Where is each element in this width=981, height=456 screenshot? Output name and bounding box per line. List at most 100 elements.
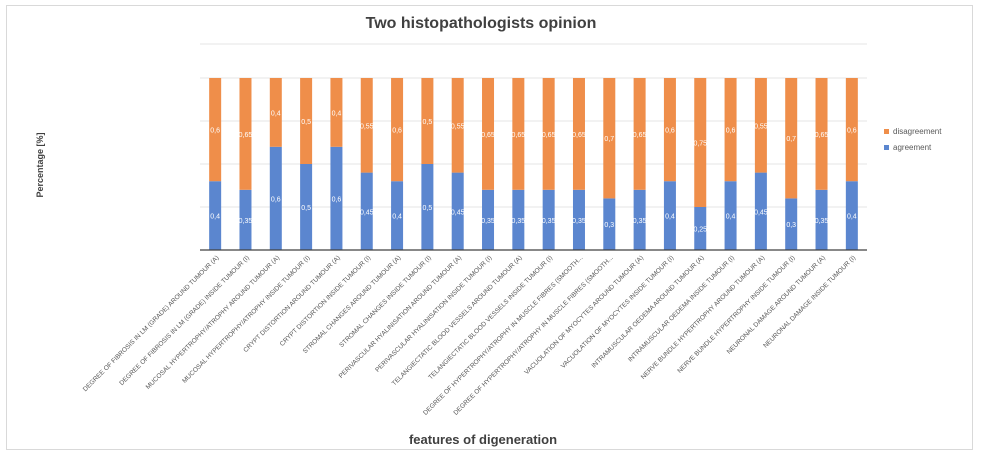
- bar-disagreement: [694, 78, 707, 207]
- bar-disagreement: [391, 78, 404, 182]
- bars: 0,4 0,6 0,35 0,65 0,6 0,4 0,5 0,5 0,6 0,4 0,45 0,55…: [209, 78, 858, 250]
- data-label-disagreement: 0,55: [451, 123, 465, 130]
- bar-agreement: [663, 181, 676, 250]
- bar-agreement: [330, 146, 343, 250]
- data-label-agreement: 0,4: [392, 214, 402, 221]
- bar-disagreement: [572, 78, 585, 190]
- data-label-disagreement: 0,75: [693, 141, 707, 148]
- chart-title: Two histopathologists opinion: [366, 15, 597, 32]
- bar-agreement: [542, 189, 555, 250]
- bar-agreement: [603, 198, 616, 250]
- data-label-disagreement: 0,55: [754, 123, 768, 130]
- bar-agreement: [451, 172, 464, 250]
- bar-agreement: [482, 189, 495, 250]
- bar-disagreement: [300, 78, 313, 164]
- data-label-agreement: 0,4: [847, 214, 857, 221]
- x-tick-label: INTRAMUSCULAR OEDEMA AROUND TUMOUR (A): [590, 254, 705, 369]
- data-label-agreement: 0,35: [239, 218, 253, 225]
- data-label-disagreement: 0,6: [847, 128, 857, 135]
- data-label-disagreement: 0,6: [392, 128, 402, 135]
- data-label-disagreement: 0,55: [360, 123, 374, 130]
- data-label-agreement: 0,3: [786, 222, 796, 229]
- legend: disagreement agreement: [884, 127, 942, 152]
- data-label-disagreement: 0,5: [423, 119, 433, 126]
- bar-agreement: [815, 189, 828, 250]
- bar-agreement: [633, 189, 646, 250]
- data-label-agreement: 0,35: [572, 218, 586, 225]
- bar-disagreement: [209, 78, 222, 182]
- bar-disagreement: [633, 78, 646, 190]
- x-tick-labels: DEGREE OF FIBROSIS IN LM (GRADE) AROUND …: [82, 254, 857, 416]
- data-label-agreement: 0,35: [512, 218, 526, 225]
- data-label-agreement: 0,45: [451, 209, 465, 216]
- data-label-agreement: 0,3: [604, 222, 614, 229]
- bar-agreement: [421, 164, 434, 250]
- data-label-agreement: 0,45: [360, 209, 374, 216]
- data-label-disagreement: 0,6: [726, 128, 736, 135]
- x-tick-label: MUCOSAL HYPERTROPHY/ATROPHY AROUND TUMOU…: [145, 254, 281, 390]
- data-label-disagreement: 0,65: [481, 132, 495, 139]
- bar-disagreement: [421, 78, 434, 164]
- data-label-disagreement: 0,4: [271, 110, 281, 117]
- bar-agreement: [391, 181, 404, 250]
- data-label-disagreement: 0,65: [512, 132, 526, 139]
- x-tick-label: DEGREE OF FIBROSIS IN LM (GRADE) INSIDE …: [118, 254, 251, 387]
- legend-swatch-agreement: [884, 145, 889, 150]
- y-axis-title: Percentage [%]: [35, 132, 45, 197]
- bar-disagreement: [724, 78, 737, 182]
- bar-agreement: [724, 181, 737, 250]
- data-label-disagreement: 0,65: [572, 132, 586, 139]
- bar-disagreement: [542, 78, 555, 190]
- data-label-agreement: 0,35: [633, 218, 647, 225]
- bar-agreement: [360, 172, 373, 250]
- data-label-disagreement: 0,5: [301, 119, 311, 126]
- data-label-agreement: 0,35: [542, 218, 556, 225]
- bar-agreement: [239, 189, 252, 250]
- bar-agreement: [269, 146, 282, 250]
- bar-agreement: [512, 189, 525, 250]
- data-label-agreement: 0,25: [693, 227, 707, 234]
- bar-disagreement: [330, 78, 343, 147]
- x-tick-label: DEGREE OF FIBROSIS IN LM (GRADE) AROUND …: [82, 254, 221, 393]
- data-label-disagreement: 0,65: [239, 132, 253, 139]
- data-label-agreement: 0,6: [332, 196, 342, 203]
- data-label-agreement: 0,35: [815, 218, 829, 225]
- bar-agreement: [300, 164, 313, 250]
- legend-label-disagreement: disagreement: [893, 127, 942, 136]
- bar-agreement: [845, 181, 858, 250]
- data-label-agreement: 0,5: [423, 205, 433, 212]
- bar-disagreement: [269, 78, 282, 147]
- data-label-disagreement: 0,7: [604, 136, 614, 143]
- x-axis-title: features of digeneration: [409, 432, 557, 447]
- bar-agreement: [694, 207, 707, 250]
- bar-disagreement: [815, 78, 828, 190]
- data-label-disagreement: 0,65: [815, 132, 829, 139]
- data-label-agreement: 0,6: [271, 196, 281, 203]
- legend-label-agreement: agreement: [893, 143, 932, 152]
- bar-agreement: [754, 172, 767, 250]
- data-label-disagreement: 0,4: [332, 110, 342, 117]
- bar-disagreement: [603, 78, 616, 199]
- data-label-agreement: 0,4: [726, 214, 736, 221]
- data-label-agreement: 0,4: [665, 214, 675, 221]
- bar-disagreement: [482, 78, 495, 190]
- data-label-disagreement: 0,65: [542, 132, 556, 139]
- data-label-disagreement: 0,65: [633, 132, 647, 139]
- x-tick-label: INTRAMUSCULAR OEDEMA INSIDE TUMOUR (I): [627, 254, 736, 363]
- data-label-agreement: 0,4: [210, 214, 220, 221]
- bar-agreement: [209, 181, 222, 250]
- data-label-agreement: 0,35: [481, 218, 495, 225]
- bar-disagreement: [663, 78, 676, 182]
- data-label-agreement: 0,45: [754, 209, 768, 216]
- bar-disagreement: [239, 78, 252, 190]
- bar-disagreement: [512, 78, 525, 190]
- bar-disagreement: [845, 78, 858, 182]
- bar-disagreement: [754, 78, 767, 173]
- bar-disagreement: [451, 78, 464, 173]
- bar-disagreement: [785, 78, 798, 199]
- x-tick-label: NERVE BUNDLE HYPERTROPHY INSIDE TUMOUR (…: [676, 254, 796, 374]
- bar-agreement: [572, 189, 585, 250]
- bar-agreement: [785, 198, 798, 250]
- legend-swatch-disagreement: [884, 129, 889, 134]
